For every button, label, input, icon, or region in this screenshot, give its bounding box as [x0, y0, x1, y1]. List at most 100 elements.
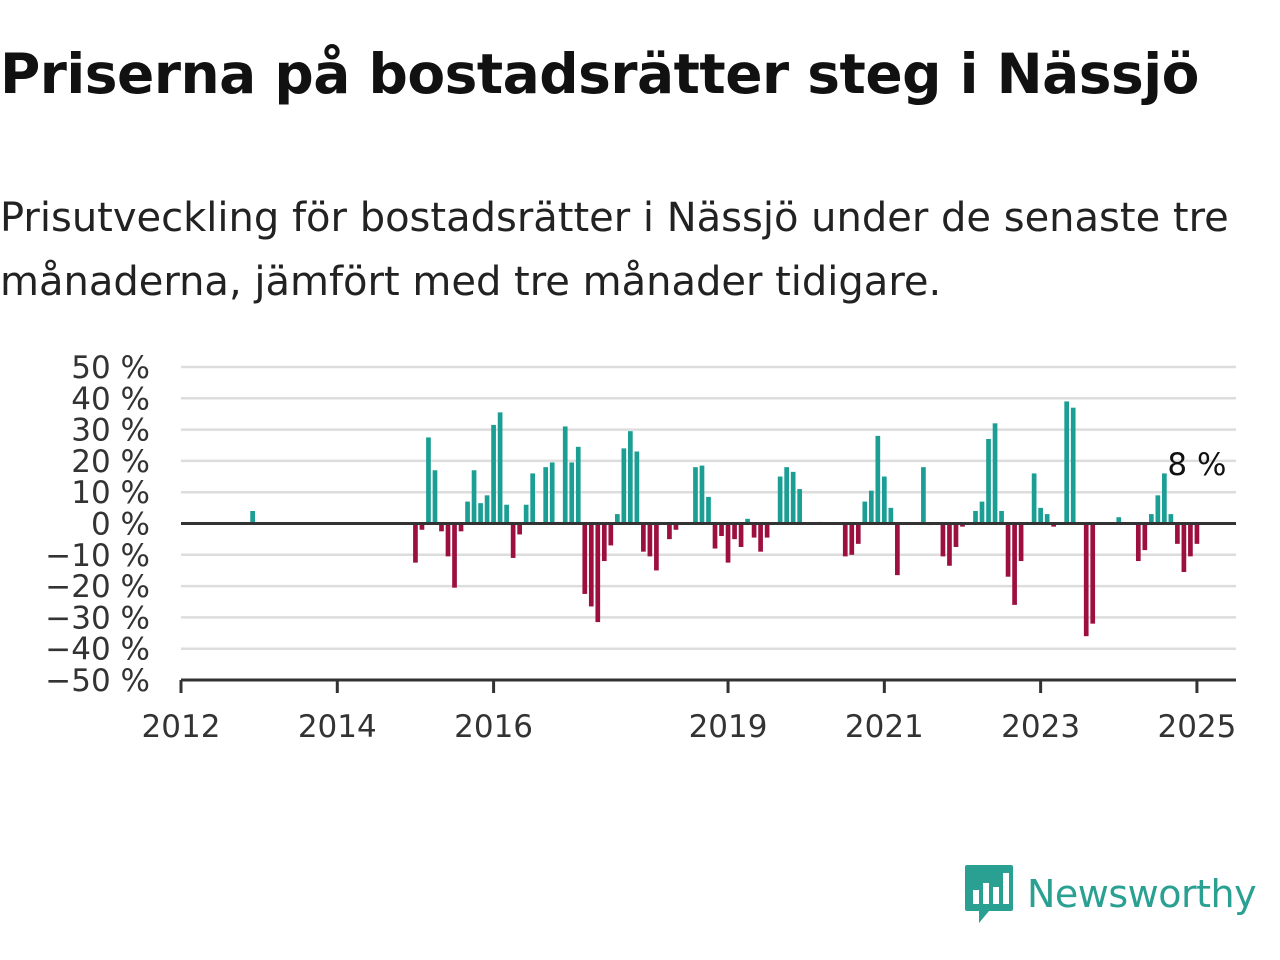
- bar: [601, 523, 607, 562]
- x-tick-label: 2012: [142, 709, 221, 740]
- bar: [725, 523, 731, 563]
- bar: [842, 523, 848, 557]
- x-tick-label: 2016: [454, 709, 533, 740]
- bar: [614, 514, 620, 524]
- price-change-bar-chart: 50 %40 %30 %20 %10 %0 %−10 %−20 %−30 %−4…: [45, 350, 1236, 740]
- bar: [250, 510, 255, 524]
- bar: [575, 446, 581, 524]
- bar: [738, 523, 744, 547]
- bar: [426, 437, 431, 524]
- newsworthy-brand: Newsworthy: [963, 862, 1257, 926]
- y-tick-label: −30 %: [45, 600, 150, 636]
- bar: [960, 523, 965, 527]
- bar: [777, 476, 783, 524]
- bar: [445, 523, 451, 557]
- y-tick-label: 50 %: [71, 350, 150, 386]
- y-tick-label: 10 %: [71, 475, 150, 511]
- bar: [1148, 514, 1154, 524]
- bar: [543, 467, 549, 524]
- bar: [1168, 514, 1174, 524]
- bar: [452, 523, 457, 588]
- y-tick-label: 20 %: [71, 444, 150, 480]
- newsworthy-logo-icon: [965, 865, 1013, 923]
- bar: [634, 451, 640, 524]
- bar: [569, 462, 575, 524]
- bar: [1135, 523, 1141, 562]
- bar: [413, 523, 418, 563]
- brand-name: Newsworthy: [1027, 872, 1257, 916]
- bar: [855, 523, 861, 544]
- bar: [491, 424, 496, 524]
- bar: [1155, 495, 1161, 524]
- x-tick-label: 2019: [689, 709, 768, 740]
- x-tick-label: 2014: [298, 709, 377, 740]
- bar: [992, 423, 998, 524]
- bar: [549, 462, 555, 524]
- page-subtitle: Prisutveckling för bostadsrätter i Nässj…: [0, 195, 1229, 305]
- bar: [458, 523, 464, 532]
- bar: [790, 471, 796, 524]
- bar: [478, 503, 483, 524]
- bar: [849, 523, 855, 555]
- bar: [523, 504, 529, 524]
- bar: [693, 467, 698, 524]
- bar: [1142, 523, 1148, 551]
- page-title: Priserna på bostadsrätter steg i Nässjö: [0, 42, 1199, 106]
- bar: [1044, 514, 1050, 524]
- bar: [1194, 523, 1200, 544]
- bar: [628, 431, 633, 524]
- bar: [608, 523, 614, 546]
- bar: [1018, 523, 1024, 562]
- bar: [1175, 523, 1180, 544]
- bar: [862, 501, 868, 524]
- bar: [1188, 523, 1193, 557]
- bar: [465, 501, 470, 524]
- y-tick-label: −10 %: [45, 538, 150, 574]
- bar: [895, 523, 900, 576]
- bar: [588, 523, 594, 607]
- y-tick-label: −50 %: [45, 663, 150, 699]
- bar: [510, 523, 516, 558]
- y-tick-label: 40 %: [71, 381, 150, 417]
- y-tick-label: −40 %: [45, 632, 150, 668]
- bar: [986, 438, 991, 524]
- bar: [530, 473, 536, 524]
- bar: [732, 523, 737, 540]
- bar: [1064, 401, 1070, 524]
- bar: [1116, 517, 1122, 524]
- bar: [562, 426, 568, 524]
- bar: [797, 489, 803, 524]
- bar: [432, 470, 438, 524]
- x-tick-label: 2025: [1157, 709, 1236, 740]
- x-tick-label: 2021: [845, 709, 924, 740]
- x-tick-label: 2023: [1001, 709, 1080, 740]
- bar: [621, 448, 627, 524]
- bar: [1090, 523, 1096, 624]
- bar: [706, 496, 711, 524]
- bar: [875, 435, 881, 524]
- bar: [784, 467, 789, 524]
- bar: [419, 523, 425, 530]
- bar: [1005, 523, 1011, 577]
- y-tick-label: 30 %: [71, 413, 150, 449]
- bar: [1083, 523, 1089, 637]
- bar: [999, 510, 1004, 524]
- bar: [647, 523, 653, 557]
- bar: [764, 523, 770, 538]
- bar: [953, 523, 959, 547]
- y-tick-label: 0 %: [91, 507, 150, 543]
- latest-value-label: 8 %: [1167, 447, 1226, 483]
- bar: [751, 523, 757, 538]
- bar: [582, 523, 588, 594]
- bar: [517, 523, 522, 535]
- bar: [947, 523, 952, 566]
- bar: [1038, 507, 1043, 524]
- bar: [667, 523, 672, 540]
- bar: [973, 510, 978, 524]
- bar: [1051, 523, 1056, 527]
- bar: [673, 523, 679, 530]
- bar: [940, 523, 946, 557]
- bar: [758, 523, 763, 552]
- bar: [471, 470, 477, 524]
- bar: [439, 523, 444, 532]
